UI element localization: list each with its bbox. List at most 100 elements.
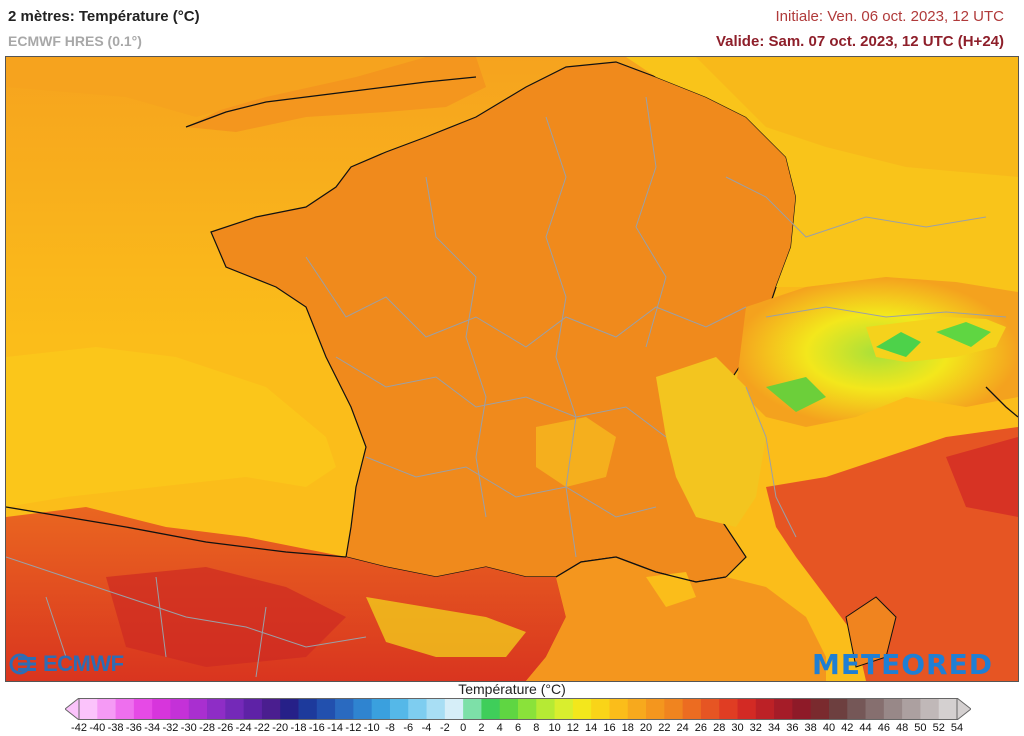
- legend-label: -32: [162, 722, 179, 734]
- legend-label: 48: [896, 722, 909, 734]
- scale-swatch: [591, 698, 610, 720]
- scale-swatch: [426, 698, 446, 720]
- scale-swatch: [847, 698, 867, 720]
- legend-label: 40: [822, 722, 836, 734]
- legend-label: -26: [217, 722, 234, 734]
- scale-swatch: [883, 698, 903, 720]
- legend-label: 10: [548, 722, 561, 734]
- scale-arrow-max: [956, 698, 971, 720]
- legend-label: 28: [713, 722, 726, 734]
- ecmwf-logo: ECMWF: [9, 651, 143, 676]
- scale-swatch: [225, 698, 245, 720]
- legend-label: -20: [272, 722, 289, 734]
- legend-label: -24: [235, 722, 252, 734]
- scale-swatch: [828, 698, 848, 720]
- scale-swatch: [152, 698, 171, 720]
- legend-label: 6: [514, 722, 522, 734]
- legend-label: -10: [363, 722, 380, 734]
- scale-swatch: [554, 698, 574, 720]
- scale-swatch: [664, 698, 684, 720]
- legend-label: -16: [308, 722, 325, 734]
- legend-label: -36: [125, 722, 142, 734]
- legend-label: 12: [566, 722, 579, 734]
- scale-swatch: [79, 698, 98, 720]
- scale-swatch: [298, 698, 318, 720]
- legend-label: -22: [253, 722, 270, 734]
- legend-label: 14: [585, 722, 598, 734]
- legend-label: -12: [345, 722, 362, 734]
- scale-swatch: [902, 698, 921, 720]
- scale-swatch: [115, 698, 135, 720]
- ecmwf-logo-text: ECMWF: [43, 651, 124, 676]
- scale-swatch: [572, 698, 592, 720]
- admin-borders: [6, 96, 1007, 678]
- scale-swatch: [700, 698, 720, 720]
- scale-swatch: [188, 698, 208, 720]
- scale-swatch: [865, 698, 885, 720]
- legend-label: 36: [786, 722, 799, 734]
- scale-swatch: [353, 698, 373, 720]
- scale-swatch: [389, 698, 409, 720]
- legend-label: -6: [403, 722, 414, 734]
- scale-swatch: [609, 698, 629, 720]
- scale-swatch: [646, 698, 665, 720]
- legend-label: -4: [421, 722, 432, 734]
- legend-label: 0: [460, 722, 467, 734]
- legend-title: Température (°C): [458, 681, 566, 697]
- legend-label: 30: [731, 722, 744, 734]
- legend-label: -30: [180, 722, 197, 734]
- scale-swatch: [316, 698, 336, 720]
- scale-swatch: [481, 698, 501, 720]
- legend-labels: -42 -40 -38 -36 -34 -32 -30 -28 -26 -24 -22 -20 -18-…: [0, 722, 1024, 736]
- legend-label: 34: [767, 722, 781, 734]
- scale-swatch: [243, 698, 263, 720]
- legend-label: 16: [603, 722, 616, 734]
- scale-swatch: [737, 698, 757, 720]
- scale-swatch: [536, 698, 556, 720]
- scale-swatch: [920, 698, 940, 720]
- temperature-color-scale: [65, 698, 971, 720]
- legend-label: -8: [385, 722, 395, 734]
- initial-time: Initiale: Ven. 06 oct. 2023, 12 UTC: [775, 8, 1004, 25]
- legend-label: -40: [89, 722, 106, 734]
- scale-swatch: [133, 698, 153, 720]
- legend-label: 32: [749, 722, 762, 734]
- scale-swatch: [774, 698, 793, 720]
- scale-swatch: [719, 698, 738, 720]
- legend-label: 44: [859, 722, 872, 734]
- legend-label: -14: [327, 722, 344, 734]
- legend-label: -28: [199, 722, 215, 734]
- legend-label: 46: [877, 722, 890, 734]
- scale-swatch: [682, 698, 702, 720]
- scale-arrow-min: [65, 698, 80, 720]
- scale-swatch: [280, 698, 299, 720]
- scale-swatch: [444, 698, 464, 720]
- legend-label: 2: [478, 722, 485, 734]
- legend-label: -18: [290, 722, 307, 734]
- legend-label: 50: [914, 722, 927, 734]
- chart-title: 2 mètres: Température (°C): [8, 8, 200, 25]
- scale-swatch: [207, 698, 226, 720]
- valid-time: Valide: Sam. 07 oct. 2023, 12 UTC (H+24): [715, 33, 1004, 50]
- scale-swatch: [97, 698, 117, 720]
- scale-swatch: [335, 698, 354, 720]
- scale-swatch: [755, 698, 775, 720]
- scale-swatch: [518, 698, 537, 720]
- legend-label: -38: [107, 722, 124, 734]
- legend-label: 18: [621, 722, 634, 734]
- scale-swatch: [938, 698, 958, 720]
- legend-label: 42: [841, 722, 854, 734]
- scale-swatch: [408, 698, 428, 720]
- legend-label: -2: [439, 722, 450, 734]
- legend-label: 38: [804, 722, 817, 734]
- scale-swatch: [371, 698, 391, 720]
- scale-swatch: [792, 698, 812, 720]
- legend-label: 52: [932, 722, 945, 734]
- meteored-logo: METEORED: [812, 648, 993, 681]
- legend-label: 4: [496, 722, 503, 734]
- legend-label: 22: [658, 722, 671, 734]
- temperature-map[interactable]: [5, 56, 1019, 682]
- model-label: ECMWF HRES (0.1°): [8, 33, 142, 49]
- legend-label: 54: [950, 722, 964, 734]
- scale-swatch: [261, 698, 281, 720]
